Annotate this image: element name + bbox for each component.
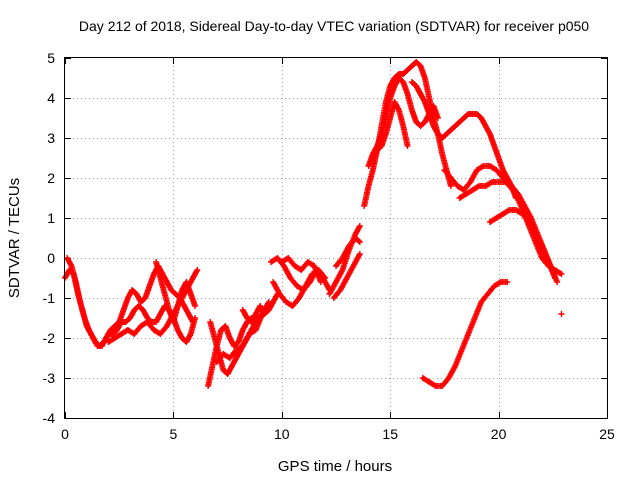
data-point — [356, 223, 363, 229]
y-tick-label: 4 — [47, 90, 55, 106]
data-point — [558, 311, 565, 317]
data-point — [504, 279, 511, 285]
data-point — [189, 319, 196, 325]
data-point — [355, 238, 362, 244]
x-tick-label: 20 — [491, 426, 507, 442]
data-point — [192, 303, 199, 309]
data-point — [551, 275, 558, 281]
y-tick-label: 3 — [47, 130, 55, 146]
grid — [65, 58, 607, 418]
y-tick-label: 0 — [47, 250, 55, 266]
data-point — [434, 115, 441, 121]
plot-frame — [64, 57, 608, 419]
x-tick-label: 25 — [599, 426, 615, 442]
x-tick-label: 10 — [274, 426, 290, 442]
y-tick-label: 1 — [47, 210, 55, 226]
data-point — [194, 267, 201, 273]
data-point — [404, 143, 411, 149]
y-tick-label: 2 — [47, 170, 55, 186]
ticks: 0 5 10 15 20 25 -4 -3 -2 -1 0 1 2 3 4 5 — [43, 50, 615, 442]
data-point — [356, 251, 363, 257]
data-point — [447, 183, 454, 189]
data-point — [356, 239, 363, 245]
chart-title: Day 212 of 2018, Sidereal Day-to-day VTE… — [79, 18, 589, 34]
y-tick-label: -2 — [43, 330, 56, 346]
x-tick-label: 0 — [61, 426, 69, 442]
y-tick-label: -3 — [43, 370, 56, 386]
x-tick-label: 5 — [170, 426, 178, 442]
data-point — [554, 279, 561, 285]
x-axis-title: GPS time / hours — [278, 458, 392, 475]
y-tick-label: -1 — [43, 290, 56, 306]
y-axis-title: SDTVAR / TECUs — [6, 178, 23, 298]
x-tick-label: 15 — [382, 426, 398, 442]
data-point — [317, 279, 324, 285]
data-point — [322, 275, 329, 281]
y-tick-label: 5 — [47, 50, 55, 66]
data-point — [558, 271, 565, 277]
data-points — [62, 59, 565, 389]
y-tick-label: -4 — [43, 410, 56, 426]
